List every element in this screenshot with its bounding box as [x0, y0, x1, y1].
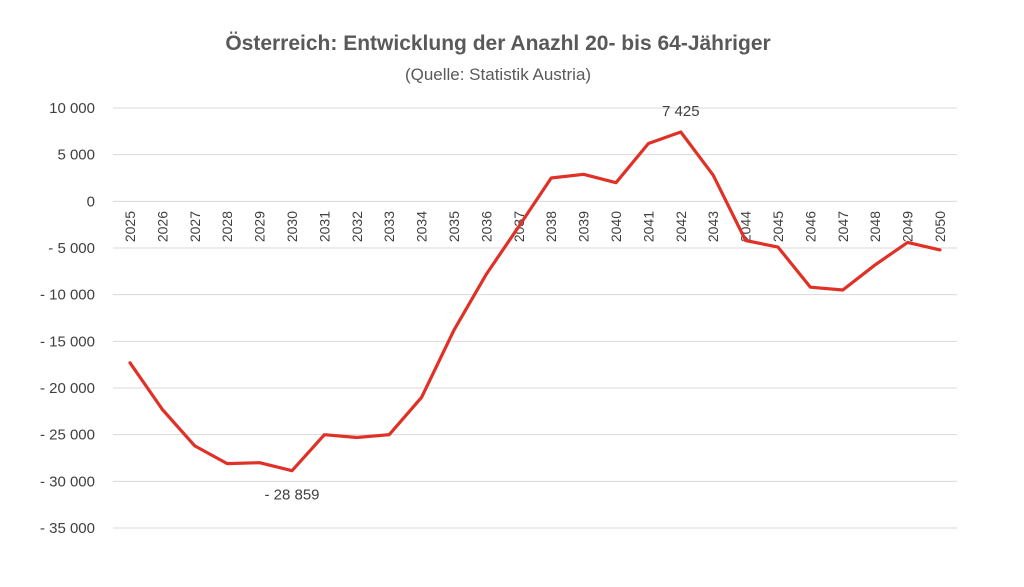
x-tick-label: 2050 [932, 211, 948, 242]
series-line [128, 130, 942, 473]
y-tick-label: 0 [87, 193, 95, 210]
y-tick-label: - 15 000 [40, 333, 95, 350]
x-tick-label: 2035 [446, 211, 462, 242]
x-tick-label: 2034 [414, 211, 430, 242]
x-tick-label: 2038 [543, 211, 559, 242]
data-labels: - 28 859 7 425 [264, 103, 699, 504]
chart-title: Österreich: Entwicklung der Anazhl 20- b… [225, 32, 770, 55]
x-tick-label: 2032 [349, 211, 365, 242]
y-tick-label: 5 000 [57, 147, 95, 164]
series-layer [128, 130, 942, 473]
x-tick-label: 2045 [770, 211, 786, 242]
x-tick-label: 2046 [802, 211, 818, 242]
x-tick-label: 2047 [835, 211, 851, 242]
x-tick-label: 2031 [316, 211, 332, 242]
y-tick-label: - 25 000 [40, 427, 95, 444]
y-tick-label: - 30 000 [40, 473, 95, 490]
x-tick-label: 2040 [608, 211, 624, 242]
y-tick-label: - 20 000 [40, 380, 95, 397]
y-axis-tick-labels: 10 000 5 000 0 - 5 000 - 10 000 - 15 000 - 20 … [40, 100, 95, 537]
x-tick-label: 2025 [122, 211, 138, 242]
x-tick-label: 2043 [705, 211, 721, 242]
x-tick-label: 2033 [381, 211, 397, 242]
x-tick-label: 2036 [478, 211, 494, 242]
y-tick-label: - 35 000 [40, 520, 95, 537]
x-tick-label: 2028 [219, 211, 235, 242]
x-axis-tick-labels: 2025 2026 2027 2028 2029 2030 2031 2032 2033 2034… [122, 211, 948, 242]
y-tick-label: 10 000 [49, 100, 95, 117]
x-tick-label: 2030 [284, 211, 300, 242]
y-tick-label: - 10 000 [40, 287, 95, 304]
x-tick-label: 2029 [252, 211, 268, 242]
x-tick-label: 2049 [900, 211, 916, 242]
chart-subtitle: (Quelle: Statistik Austria) [405, 65, 591, 84]
y-tick-label: - 5 000 [48, 240, 95, 257]
gridlines [113, 107, 957, 529]
x-tick-label: 2048 [867, 211, 883, 242]
x-tick-label: 2039 [576, 211, 592, 242]
x-tick-label: 2026 [154, 211, 170, 242]
x-tick-label: 2027 [187, 211, 203, 242]
x-tick-label: 2041 [640, 211, 656, 242]
data-label: 7 425 [662, 103, 700, 120]
data-label: - 28 859 [264, 487, 319, 504]
x-tick-label: 2042 [673, 211, 689, 242]
